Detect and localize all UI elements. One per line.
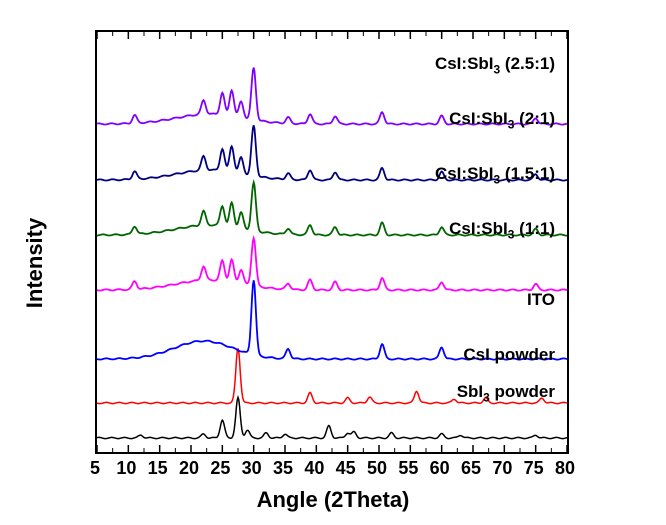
series-label-sbi3-powder: SbI3 powder [457, 382, 555, 404]
series-label-csi-sbi3-2.5-1: CsI:SbI3 (2.5:1) [435, 54, 555, 76]
x-tick-label: 60 [430, 458, 450, 479]
x-tick-label: 10 [116, 458, 136, 479]
x-tick-label: 25 [210, 458, 230, 479]
series-label-csi-sbi3-2-1: CsI:SbI3 (2:1) [449, 109, 555, 131]
x-tick-label: 55 [398, 458, 418, 479]
x-tick-label: 75 [524, 458, 544, 479]
series-label-ito: ITO [527, 290, 555, 310]
x-tick-label: 45 [336, 458, 356, 479]
series-label-csi-sbi3-1.5-1: CsI:SbI3 (1.5:1) [435, 164, 555, 186]
y-axis-label: Intensity [22, 217, 48, 307]
series-label-csi-sbi3-1-1: CsI:SbI3 (1:1) [449, 219, 555, 241]
x-tick-label: 35 [273, 458, 293, 479]
trace-csi-sbi3-1-1 [97, 238, 567, 290]
x-tick-label: 30 [242, 458, 262, 479]
x-axis-label: Angle (2Theta) [0, 487, 666, 513]
x-tick-label: 40 [304, 458, 324, 479]
x-tick-label: 20 [179, 458, 199, 479]
x-tick-label: 5 [90, 458, 100, 479]
x-axis-ticks: 5101520253035404550556065707580 [95, 452, 565, 482]
x-tick-label: 15 [148, 458, 168, 479]
x-tick-label: 50 [367, 458, 387, 479]
x-tick-label: 80 [555, 458, 575, 479]
x-tick-label: 65 [461, 458, 481, 479]
chart-container: Intensity 5 10 15 20 25 30 35 40 45 50 55 60 65 70 75 8… [0, 0, 666, 525]
x-tick-label: 70 [492, 458, 512, 479]
series-label-csi-powder: CsI powder [463, 345, 555, 365]
